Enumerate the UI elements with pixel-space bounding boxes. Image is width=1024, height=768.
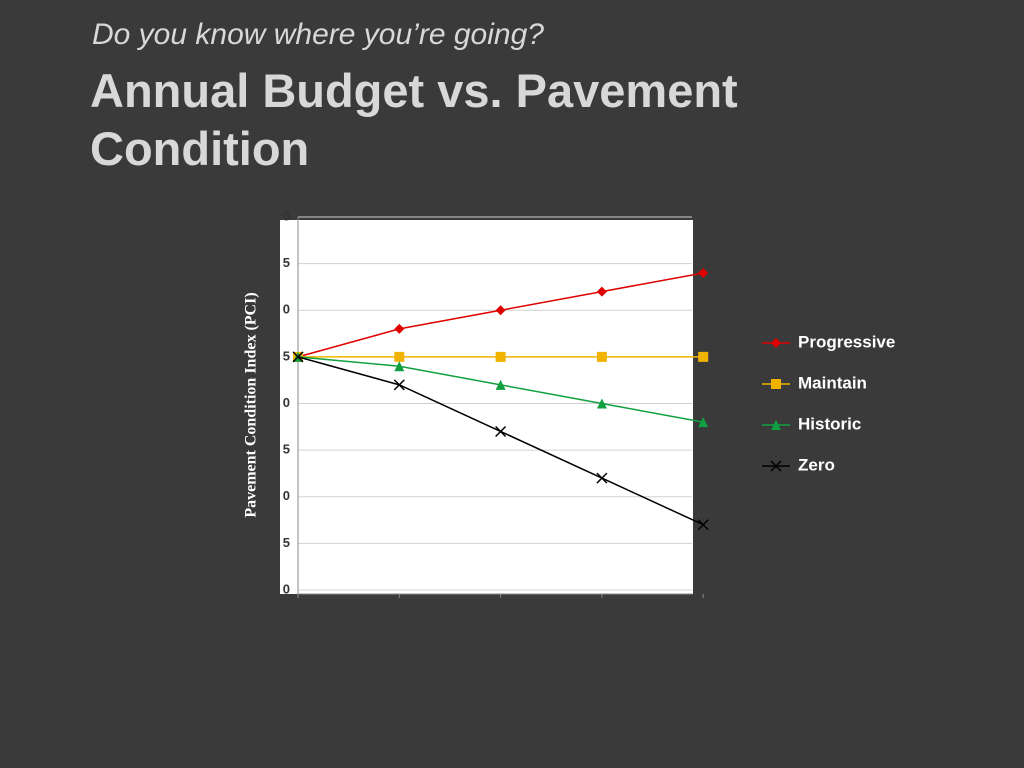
legend-label: Progressive — [798, 332, 895, 351]
y-tick-label: 5 — [283, 348, 290, 363]
y-tick-label: 0 — [283, 208, 290, 223]
data-point — [495, 379, 506, 390]
legend-marker — [771, 379, 781, 389]
subtitle: Do you know where you’re going? — [92, 18, 544, 51]
data-point — [596, 398, 607, 409]
data-point — [394, 361, 405, 372]
legend-marker — [770, 460, 782, 472]
data-point — [495, 305, 506, 316]
legend-label: Maintain — [798, 373, 867, 392]
data-point — [495, 351, 506, 362]
data-point — [596, 351, 607, 362]
data-point — [697, 519, 709, 531]
data-point — [495, 425, 507, 438]
data-point — [394, 323, 405, 334]
title: Annual Budget vs. Pavement Condition — [90, 64, 738, 175]
y-tick-label: 5 — [283, 535, 290, 550]
data-point — [698, 351, 709, 362]
data-point — [698, 417, 709, 428]
data-point — [596, 472, 608, 484]
y-tick-label: 0 — [283, 488, 290, 503]
data-point — [393, 379, 405, 391]
legend-marker — [771, 338, 781, 348]
y-axis-label: Pavement Condition Index (PCI) — [243, 292, 260, 517]
legend-label: Historic — [798, 414, 861, 433]
data-point — [292, 351, 304, 363]
y-tick-label: 0 — [283, 581, 290, 596]
plot-background — [280, 220, 693, 594]
y-tick-label: 5 — [283, 442, 290, 457]
data-point — [596, 286, 607, 297]
y-tick-label: 0 — [283, 302, 290, 317]
data-point — [394, 351, 405, 362]
legend-marker — [771, 420, 781, 430]
y-tick-label: 5 — [283, 255, 290, 270]
y-tick-label: 0 — [283, 395, 290, 410]
legend-label: Zero — [798, 455, 835, 474]
data-point — [698, 267, 709, 278]
